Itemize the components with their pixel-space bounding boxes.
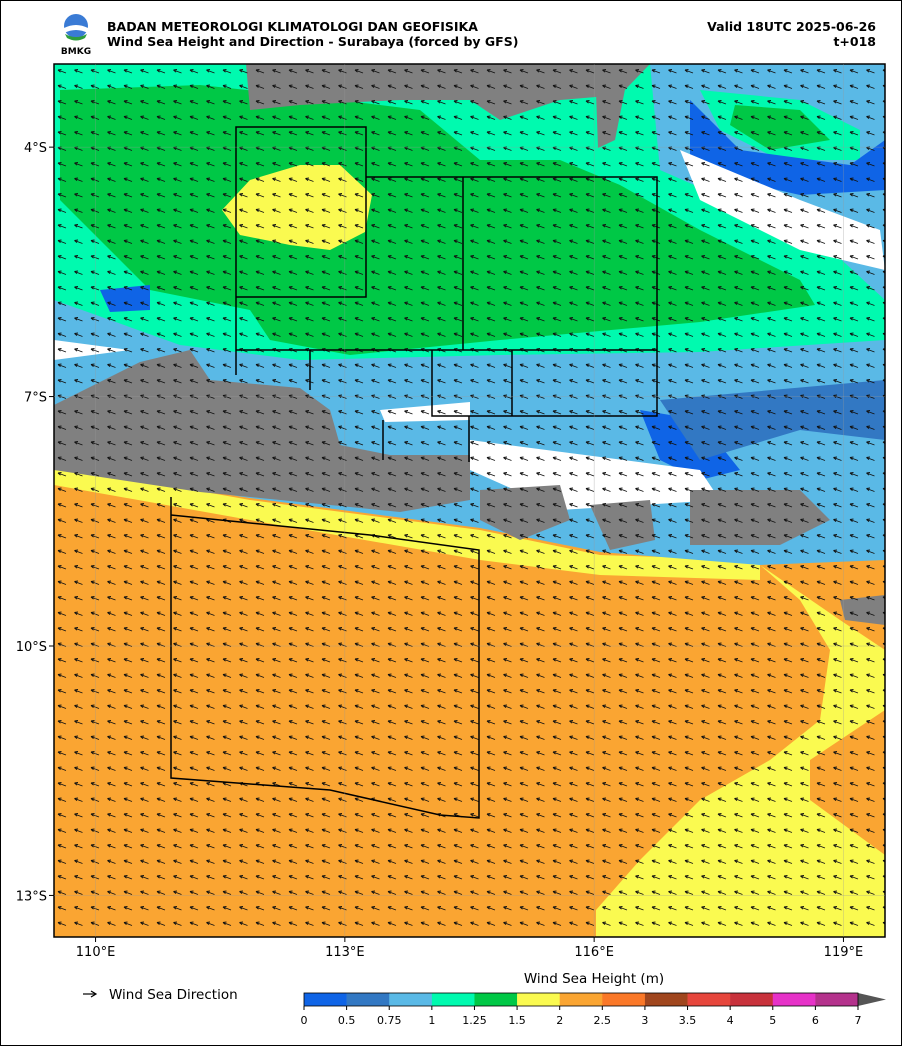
colorbar-tick-label: 7	[855, 1014, 862, 1027]
colorbar-tick-label: 0	[301, 1014, 308, 1027]
colorbar-segment	[304, 993, 347, 1006]
colorbar-extend	[858, 993, 886, 1006]
header-valid: Valid 18UTC 2025-06-26	[707, 19, 876, 34]
colorbar-tick-label: 1.5	[508, 1014, 526, 1027]
header-lead: t+018	[833, 34, 876, 49]
colorbar-segment	[687, 993, 731, 1006]
colorbar-segment	[346, 993, 390, 1006]
colorbar-segment	[431, 993, 475, 1006]
colorbar-segment	[602, 993, 646, 1006]
header-org: BADAN METEOROLOGI KLIMATOLOGI DAN GEOFIS…	[107, 19, 478, 34]
colorbar-tick-label: 6	[812, 1014, 819, 1027]
legend: Wind Sea Direction	[83, 987, 238, 1003]
y-tick-label: 13°S	[16, 889, 47, 904]
colorbar-segment	[644, 993, 688, 1006]
colorbar-tick-label: 3.5	[679, 1014, 697, 1027]
colorbar-tick-label: 2	[556, 1014, 563, 1027]
colorbar-tick-label: 0.75	[377, 1014, 402, 1027]
colorbar-tick-label: 5	[769, 1014, 776, 1027]
map-field	[54, 64, 885, 937]
colorbar-tick-label: 4	[727, 1014, 734, 1027]
colorbar-frame	[303, 992, 859, 1007]
colorbar-tick-label: 2.5	[594, 1014, 612, 1027]
colorbar-segment	[815, 993, 859, 1006]
x-tick-label: 113°E	[325, 945, 365, 960]
colorbar-segment	[517, 993, 560, 1006]
x-tick-label: 110°E	[76, 945, 116, 960]
logo: BMKG	[61, 14, 91, 57]
logo-text: BMKG	[61, 47, 91, 57]
colorbar-segment	[389, 993, 433, 1006]
y-tick-label: 7°S	[24, 391, 47, 406]
header-subtitle: Wind Sea Height and Direction - Surabaya…	[107, 34, 518, 49]
colorbar-title: Wind Sea Height (m)	[524, 971, 664, 987]
y-tick-label: 4°S	[24, 141, 47, 156]
colorbar-tick-label: 3	[641, 1014, 648, 1027]
colorbar-tick-label: 1	[428, 1014, 435, 1027]
colorbar-tick-label: 1.25	[462, 1014, 487, 1027]
legend-label: Wind Sea Direction	[109, 987, 238, 1003]
y-tick-label: 10°S	[16, 640, 47, 655]
colorbar-tick-label: 0.5	[338, 1014, 356, 1027]
x-tick-label: 116°E	[574, 945, 614, 960]
colorbar-segment	[772, 993, 816, 1006]
colorbar-segment	[559, 993, 603, 1006]
colorbar-segment	[474, 993, 518, 1006]
colorbar-segment	[730, 993, 774, 1006]
map-frame	[53, 63, 886, 938]
x-tick-label: 119°E	[824, 945, 864, 960]
